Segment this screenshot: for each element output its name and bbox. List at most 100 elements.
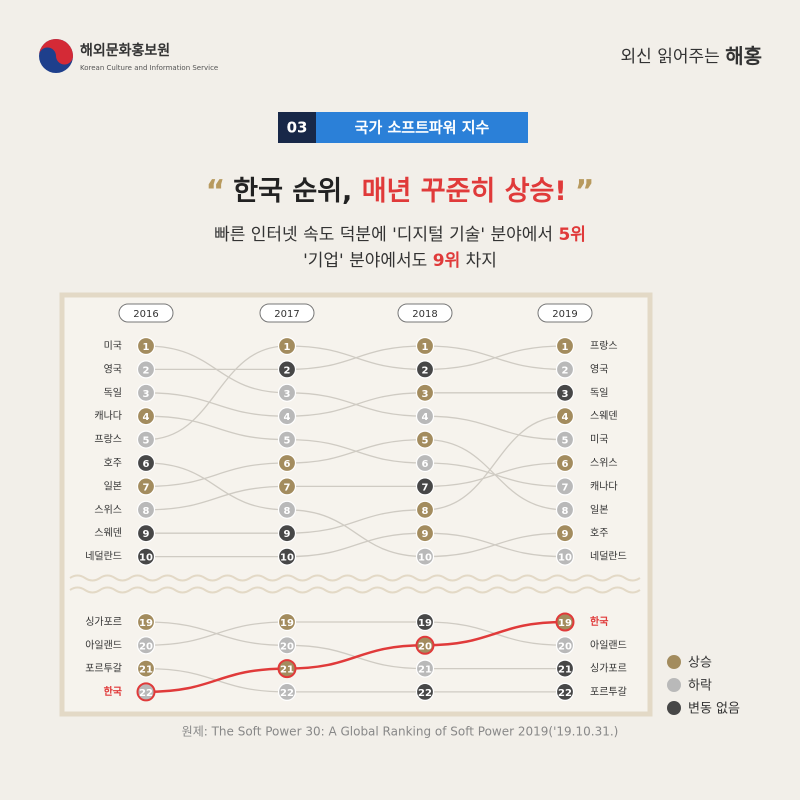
rank-marker [415, 430, 435, 449]
subtitle-line: 빠른 인터넷 속도 덕분에 '디지털 기술' 분야에서 5위 [214, 225, 586, 245]
rank-marker [555, 682, 575, 702]
rank-label: 19 [139, 618, 153, 629]
country-label-left: 스웨덴 [94, 527, 122, 539]
country-label-left: 독일 [104, 387, 122, 399]
rank-label: 5 [143, 436, 150, 447]
rank-label: 1 [284, 342, 291, 353]
rank-marker [277, 500, 297, 519]
rank-label: 10 [418, 553, 432, 564]
country-label-right: 한국 [590, 616, 608, 628]
legend-swatch [667, 678, 681, 692]
rank-marker [415, 682, 435, 702]
rank-marker [136, 383, 156, 402]
tagline-bold: 해홍 [725, 44, 762, 68]
subtitle-line: '기업' 분야에서도 9위 차지 [303, 251, 497, 271]
rank-label: 21 [558, 665, 572, 676]
rank-label: 1 [143, 342, 150, 353]
rank-marker [277, 636, 297, 655]
rank-label: 7 [143, 482, 150, 493]
rank-line [145, 667, 565, 693]
country-label-right: 호주 [590, 527, 608, 539]
country-label-right: 캐나다 [590, 480, 618, 492]
rank-label: 4 [143, 412, 150, 423]
legend-label: 상승 [688, 656, 712, 671]
rank-label: 7 [284, 482, 291, 493]
rank-line [145, 438, 566, 511]
rank-marker [136, 453, 156, 473]
rank-label: 21 [280, 665, 294, 676]
rank-marker [277, 336, 297, 356]
rank-label: 10 [139, 553, 153, 564]
subtitle: 빠른 인터넷 속도 덕분에 '디지털 기술' 분야에서 5위 '기업' 분야에서도… [214, 225, 586, 271]
rank-marker [277, 659, 297, 679]
year-pill [259, 303, 315, 323]
rank-label: 20 [418, 641, 432, 652]
rank-line [145, 621, 565, 670]
rank-line [145, 462, 566, 558]
rank-marker [555, 636, 575, 655]
org-name-en: Korean Culture and Information Service [80, 64, 218, 72]
country-label-right: 미국 [590, 434, 608, 446]
rank-marker [415, 383, 435, 402]
rank-marker [555, 524, 575, 543]
legend-label: 하락 [688, 679, 712, 694]
rank-marker [415, 612, 435, 632]
rank-marker [136, 336, 156, 356]
rank-marker [277, 682, 297, 702]
country-label-right: 스웨덴 [590, 410, 618, 422]
rank-marker [415, 360, 435, 379]
org-name: 해외문화홍보원 [80, 42, 170, 59]
year-label: 2018 [412, 309, 437, 320]
rank-marker [415, 477, 435, 496]
chart-frame [59, 292, 653, 717]
rank-marker [555, 407, 575, 426]
rank-marker [555, 453, 575, 473]
country-label-right: 일본 [590, 504, 608, 516]
rank-marker [277, 477, 297, 496]
rank-label: 10 [558, 553, 572, 564]
rank-line [145, 620, 566, 694]
rank-line [145, 415, 566, 534]
subtitle-part: 9위 [433, 251, 460, 271]
country-label-left: 한국 [104, 686, 122, 698]
badge-number: 03 [287, 119, 308, 137]
rank-line [145, 345, 566, 371]
rank-marker [555, 430, 575, 449]
rank-label: 19 [280, 618, 294, 629]
legend-swatch [667, 655, 681, 669]
country-label-left: 캐나다 [94, 410, 122, 422]
axis-break [69, 574, 641, 594]
country-label-right: 스위스 [590, 456, 618, 469]
rank-line [145, 345, 566, 441]
rank-label: 7 [562, 482, 569, 493]
rank-label: 6 [143, 459, 150, 470]
year-pill [397, 303, 453, 323]
rank-marker [415, 635, 435, 655]
country-label-left: 미국 [104, 340, 122, 352]
rank-marker [136, 407, 156, 426]
source: 원제: The Soft Power 30: A Global Ranking … [182, 725, 619, 739]
rank-marker [136, 659, 156, 678]
rank-marker [555, 612, 575, 632]
country-label-left: 포르투갈 [85, 662, 122, 675]
subtitle-part: 빠른 인터넷 속도 덕분에 '디지털 기술' 분야에서 [214, 225, 558, 245]
rank-marker [415, 500, 435, 519]
country-label-right: 포르투갈 [590, 685, 627, 698]
rank-marker [415, 407, 435, 426]
country-label-left: 싱가포르 [85, 616, 122, 628]
rank-marker [415, 453, 435, 473]
rank-marker [415, 524, 435, 543]
country-label-left: 프랑스 [94, 434, 122, 446]
rank-label: 2 [562, 365, 569, 376]
rank-label: 4 [284, 412, 291, 423]
rank-label: 6 [422, 459, 429, 470]
country-label-right: 싱가포르 [590, 663, 627, 675]
year-label: 2017 [274, 309, 299, 320]
rank-marker [136, 500, 156, 519]
rank-marker [555, 336, 575, 356]
country-label-left: 일본 [104, 480, 122, 492]
rank-marker [136, 430, 156, 449]
rank-label: 19 [558, 618, 572, 629]
rank-label: 9 [143, 529, 150, 540]
rank-marker [415, 336, 435, 356]
